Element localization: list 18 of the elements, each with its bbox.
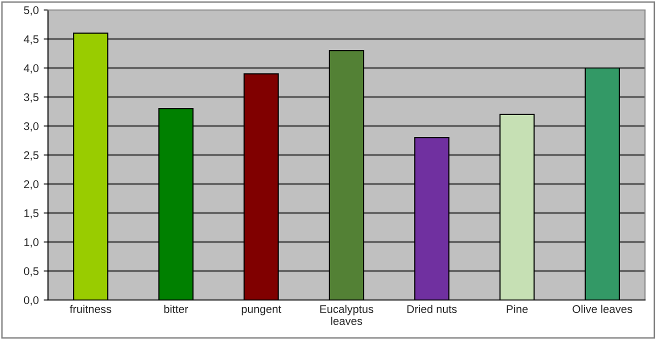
- y-tick-label: 3,0: [24, 122, 39, 132]
- x-tick-label: Pine: [506, 304, 528, 314]
- x-tick-label: fruitness: [70, 304, 112, 314]
- y-tick-label: 5,0: [24, 6, 39, 16]
- x-tick-label: Dried nuts: [407, 304, 457, 314]
- x-tick-label: Eucalyptus leaves: [320, 304, 374, 325]
- x-tick-label: pungent: [242, 306, 282, 316]
- y-tick-label: 4,0: [24, 64, 39, 74]
- y-tick-label: 2,5: [24, 151, 39, 160]
- y-tick-label: 4,5: [24, 35, 39, 44]
- y-tick-label: 3,5: [24, 93, 39, 102]
- x-tick-label: bitter: [164, 304, 188, 314]
- x-tick-label: Olive leaves: [572, 304, 632, 314]
- y-tick-label: 0,0: [24, 296, 39, 306]
- y-tick-label: 1,5: [24, 209, 39, 218]
- y-tick-label: 1,0: [24, 238, 39, 248]
- y-tick-label: 0,5: [24, 267, 39, 276]
- y-tick-label: 2,0: [24, 180, 39, 190]
